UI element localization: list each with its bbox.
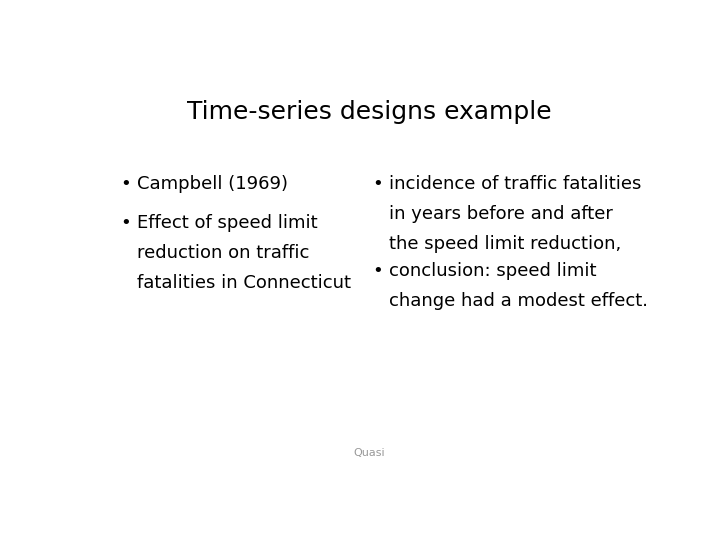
Text: change had a modest effect.: change had a modest effect. <box>389 292 647 310</box>
Text: •: • <box>121 175 132 193</box>
Text: conclusion: speed limit: conclusion: speed limit <box>389 262 596 280</box>
Text: •: • <box>372 262 382 280</box>
Text: •: • <box>121 214 132 233</box>
Text: reduction on traffic: reduction on traffic <box>138 245 310 262</box>
Text: Campbell (1969): Campbell (1969) <box>138 175 289 193</box>
Text: fatalities in Connecticut: fatalities in Connecticut <box>138 274 351 292</box>
Text: in years before and after: in years before and after <box>389 205 613 223</box>
Text: Quasi: Quasi <box>354 448 384 458</box>
Text: the speed limit reduction,: the speed limit reduction, <box>389 235 621 253</box>
Text: •: • <box>372 175 382 193</box>
Text: incidence of traffic fatalities: incidence of traffic fatalities <box>389 175 641 193</box>
Text: Time-series designs example: Time-series designs example <box>186 100 552 124</box>
Text: Effect of speed limit: Effect of speed limit <box>138 214 318 233</box>
